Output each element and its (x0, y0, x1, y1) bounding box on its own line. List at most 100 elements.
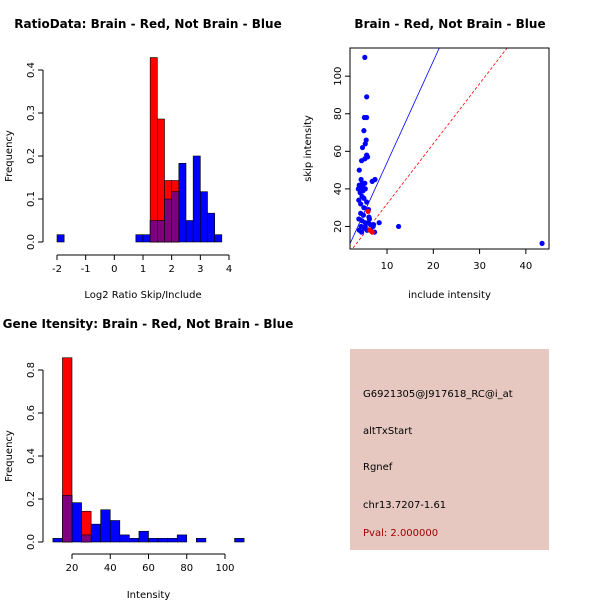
scatter-point-brain (365, 208, 371, 215)
histogram-bar-not-brain (100, 509, 111, 543)
histogram-bar-not-brain (234, 538, 245, 543)
histogram-bar-not-brain (207, 212, 215, 243)
chart-title: Gene Itensity: Brain - Red, Not Brain - … (3, 317, 294, 331)
scatter-frame (349, 47, 550, 250)
histogram-bar-not-brain (71, 502, 82, 543)
y-tick-label: 40 (333, 183, 344, 196)
scatter-plot-area (350, 48, 545, 249)
x-axis-label: Intensity (127, 590, 171, 600)
scatter-point-not-brain (362, 180, 368, 186)
ratio-histogram-panel: 0.0 0.1 0.2 0.3 0.4 -2 -1 0 1 2 3 4 RatioData: Brain… (4, 17, 282, 301)
y-axis-label: skip intensity (303, 115, 314, 182)
y-tick-label: 20 (333, 220, 344, 233)
scatter-point-not-brain (364, 154, 371, 160)
histogram-bar-not-brain (148, 538, 159, 543)
x-tick-label: 3 (197, 264, 203, 275)
histogram-bar-not-brain (176, 534, 188, 543)
scatter-point-not-brain (539, 240, 545, 246)
histogram-bar-not-brain (178, 163, 187, 243)
gene-name-text: Rgnef (363, 462, 393, 473)
reference-line-red (351, 48, 508, 249)
y-tick-label: 0.4 (26, 448, 37, 464)
x-tick-label: 1 (140, 264, 146, 275)
scatter-point-not-brain (364, 94, 370, 100)
histogram-bar-not-brain (129, 538, 140, 543)
info-panel-background (350, 349, 549, 550)
y-tick-label: 80 (333, 107, 344, 120)
x-tick-label: -2 (52, 264, 62, 275)
probe-id-text: G6921305@J917618_RC@i_at (363, 389, 513, 400)
reference-line-blue (350, 48, 440, 244)
info-panel: G6921305@J917618_RC@i_at altTxStart Rgne… (350, 349, 549, 550)
x-tick-label: 10 (381, 261, 394, 272)
y-axis-label: Frequency (4, 430, 15, 482)
histogram-bar-not-brain (138, 530, 149, 543)
histogram-bar-overlap (149, 220, 158, 243)
scatter-point-not-brain (372, 176, 378, 183)
histogram-bar-not-brain (52, 538, 63, 543)
histogram-bar-not-brain (167, 538, 178, 543)
y-tick-label: 100 (333, 67, 344, 86)
scatter-point-not-brain (395, 223, 402, 230)
y-tick-label: 0.0 (26, 534, 37, 550)
scatter-point-not-brain (362, 54, 368, 60)
histogram-bar-not-brain (214, 234, 223, 243)
histogram-bar-brain (149, 57, 158, 243)
y-tick-label: 0.3 (26, 105, 37, 121)
scatter-point-not-brain (356, 167, 362, 173)
scatter-point-not-brain (358, 201, 364, 207)
x-tick-label: 80 (180, 563, 193, 574)
histogram-bar-not-brain (56, 234, 65, 243)
histogram-bar-overlap (62, 495, 73, 543)
x-tick-label: 4 (226, 264, 232, 275)
x-tick-label: 40 (104, 563, 117, 574)
y-tick-label: 0.4 (26, 62, 37, 78)
scatter-point-not-brain (361, 128, 367, 134)
y-tick-label: 0.8 (26, 362, 37, 378)
scatter-point-not-brain (364, 199, 370, 205)
y-tick-label: 0.6 (26, 405, 37, 421)
scatter-point-not-brain (358, 158, 365, 164)
x-tick-label: 20 (427, 261, 440, 272)
x-tick-label: 0 (111, 264, 117, 275)
intensity-scatter-panel: 10 20 30 40 20 40 60 80 100 Brain - Red, Not Brai… (303, 17, 550, 301)
x-tick-label: 100 (215, 563, 234, 574)
scatter-point-not-brain (359, 144, 366, 151)
scatter-point-not-brain (360, 212, 367, 218)
histogram-bar-overlap (164, 198, 172, 243)
y-tick-label: 60 (333, 145, 344, 158)
histogram-bar-not-brain (90, 523, 101, 543)
scatter-point-not-brain (370, 223, 376, 230)
scatter-point-not-brain (364, 114, 370, 121)
histogram-bar-overlap (157, 220, 165, 243)
x-tick-label: 20 (66, 563, 79, 574)
x-tick-label: -1 (81, 264, 91, 275)
gene-intensity-histogram-panel: 0.0 0.2 0.4 0.6 0.8 20 40 60 80 100 Gene Itensity:… (3, 317, 294, 601)
histogram-bar-not-brain (142, 234, 151, 243)
y-axis-label: Frequency (4, 130, 15, 182)
histogram-bar-overlap (81, 534, 92, 543)
scatter-point-not-brain (362, 141, 368, 147)
scatter-point-not-brain (376, 220, 382, 226)
x-tick-label: 40 (519, 261, 532, 272)
histogram-bar-overlap (171, 191, 180, 243)
histogram-bar-not-brain (185, 220, 194, 243)
x-tick-label: 2 (168, 264, 174, 275)
y-tick-label: 0.0 (26, 234, 37, 250)
x-tick-label: 60 (142, 563, 155, 574)
event-type-text: altTxStart (363, 426, 412, 437)
scatter-point-not-brain (366, 214, 372, 220)
chart-title: Brain - Red, Not Brain - Blue (354, 17, 545, 31)
histogram-bar-not-brain (200, 191, 208, 243)
histogram-bar-not-brain (192, 155, 201, 243)
scatter-point-not-brain (361, 195, 367, 201)
x-axis-label: Log2 Ratio Skip/Include (84, 290, 201, 301)
chart-title: RatioData: Brain - Red, Not Brain - Blue (14, 17, 281, 31)
y-tick-label: 0.1 (26, 191, 37, 207)
histogram-bar-not-brain (157, 538, 168, 543)
y-tick-label: 0.2 (26, 148, 37, 164)
y-tick-label: 0.2 (26, 491, 37, 507)
scatter-point-not-brain (356, 227, 362, 233)
scatter-point-not-brain (361, 205, 367, 211)
